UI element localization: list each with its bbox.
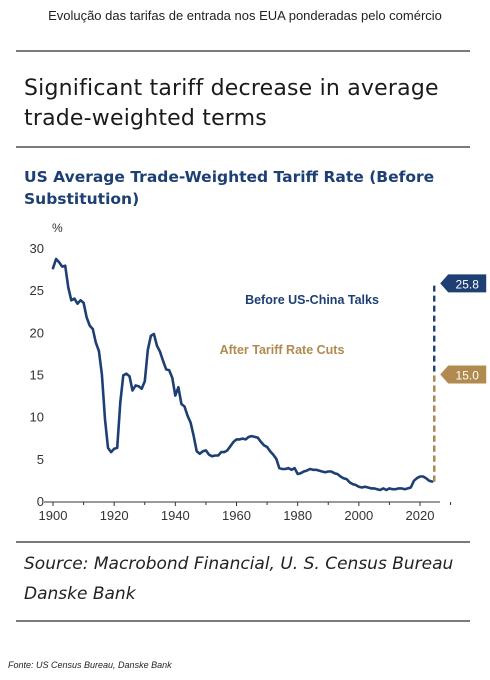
x-tick-label: 1980 — [283, 508, 312, 523]
tariff-series-line — [51, 257, 434, 492]
x-tick-label: 1900 — [39, 508, 68, 523]
source-line-2: Danske Bank — [24, 584, 136, 604]
source-divider — [16, 541, 470, 543]
y-tick-label: 20 — [30, 325, 44, 340]
y-axis-unit-label: % — [52, 221, 63, 235]
top-divider — [16, 50, 470, 52]
chart-caption: Evolução das tarifas de entrada nos EUA … — [48, 8, 442, 23]
y-tick-label: 25 — [30, 283, 44, 298]
headline-divider — [16, 146, 470, 148]
y-tick-label: 15 — [30, 368, 44, 383]
x-tick-label: 2000 — [344, 508, 373, 523]
after-value-tag — [440, 365, 487, 384]
footer-source: Fonte: US Census Bureau, Danske Bank — [8, 660, 172, 670]
source-line-1: Source: Macrobond Financial, U. S. Censu… — [24, 554, 454, 574]
y-tick-label: 30 — [30, 241, 44, 256]
after-value-label: 15.0 — [456, 369, 480, 383]
y-tick-label: 10 — [30, 410, 44, 425]
before-annotation-label: Before US-China Talks — [245, 293, 379, 307]
chart-title: US Average Trade-Weighted Tariff Rate (B… — [24, 168, 435, 208]
x-tick-label: 1960 — [222, 508, 251, 523]
source-text: Source: Macrobond Financial, U. S. Censu… — [24, 549, 474, 609]
after-annotation-label: After Tariff Rate Cuts — [220, 343, 345, 357]
y-tick-label: 5 — [37, 452, 44, 467]
x-tick-label: 2020 — [406, 508, 435, 523]
tariff-line-chart: 0 5 10 15 20 25 30% 1900 1920 1940 1960 1980 2000 202… — [30, 221, 487, 523]
x-tick-label: 1940 — [161, 508, 190, 523]
bottom-divider — [16, 620, 470, 622]
x-tick-label: 1920 — [100, 508, 129, 523]
before-value-tag — [440, 274, 487, 293]
y-tick-label: 0 — [37, 494, 44, 509]
headline: Significant tariff decrease in average t… — [24, 76, 439, 131]
before-value-label: 25.8 — [456, 277, 480, 291]
